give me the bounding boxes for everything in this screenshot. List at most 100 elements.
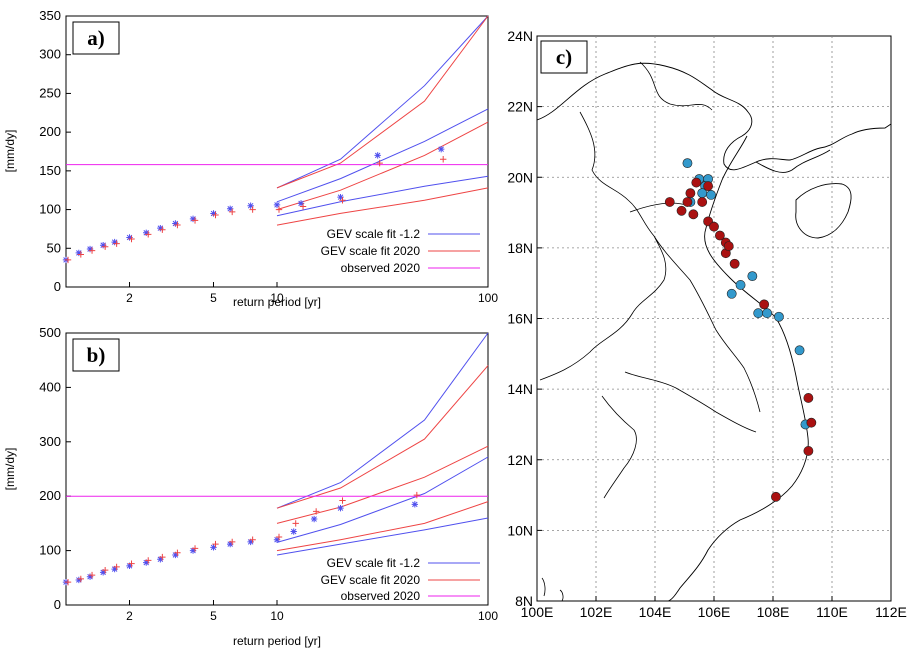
lon-tick-label: 106E — [698, 604, 731, 620]
data-point-plus — [249, 206, 256, 213]
data-point-star — [189, 547, 197, 554]
data-point-plus — [64, 256, 72, 264]
station-marker-red — [729, 258, 740, 269]
panel-a-marks — [62, 15, 489, 264]
panel-c-stations — [664, 158, 817, 502]
data-point-plus — [145, 231, 152, 238]
panel-c-lon-ticks: 100E 102E 104E 106E 108E 110E 112E — [521, 596, 907, 620]
gev-fit-line — [276, 187, 489, 226]
data-point-star — [75, 576, 83, 584]
station-marker-red — [803, 446, 814, 456]
data-point-plus — [339, 197, 346, 204]
station-marker-red — [709, 221, 719, 232]
panel-a-y-axis-label: [mm/dy] — [3, 130, 17, 173]
data-point-plus — [191, 545, 199, 552]
y-tick-label: 150 — [39, 163, 61, 178]
station-marker-blue — [762, 308, 772, 319]
data-point-plus — [275, 533, 283, 541]
data-point-star — [143, 229, 150, 236]
lon-tick-label: 108E — [757, 604, 790, 620]
data-point-star — [290, 528, 297, 535]
data-point-plus — [439, 156, 447, 163]
lat-tick-label: 24N — [507, 28, 533, 44]
data-point-star — [337, 504, 344, 512]
gev-fit-line — [276, 15, 489, 189]
data-point-plus — [228, 538, 236, 546]
legend-label-gev-minus-1-2: GEV scale fit -1.2 — [327, 227, 421, 241]
data-point-star — [210, 210, 217, 217]
x-tick-label: 2 — [126, 609, 133, 623]
data-point-star — [273, 536, 281, 543]
data-point-plus — [249, 536, 256, 543]
data-point-star — [157, 556, 164, 563]
station-marker-red — [685, 188, 696, 199]
y-tick-label: 400 — [39, 379, 61, 394]
y-tick-label: 500 — [39, 325, 61, 340]
data-point-star — [297, 200, 305, 207]
data-point-plus — [413, 491, 421, 499]
y-tick-label: 250 — [39, 85, 61, 100]
data-point-plus — [174, 221, 181, 229]
data-point-star — [337, 193, 344, 201]
data-point-plus — [191, 217, 199, 224]
data-point-plus — [299, 203, 307, 210]
panel-a-chart: 2 5 10 100 0 50 100 150 200 250 300 350 a) [mm/dy]… — [3, 8, 498, 309]
station-marker-blue — [735, 280, 746, 290]
station-marker-blue — [747, 271, 758, 282]
panel-a-plot-area — [65, 15, 489, 288]
data-point-plus — [101, 566, 109, 574]
panel-b-plot-area — [65, 332, 489, 606]
lon-tick-label: 104E — [639, 604, 672, 620]
lat-tick-label: 18N — [507, 240, 533, 256]
gev-fit-line — [276, 332, 489, 509]
data-point-plus — [128, 235, 135, 243]
data-point-plus — [292, 520, 299, 527]
station-marker-red — [703, 181, 713, 191]
y-tick-label: 350 — [39, 8, 61, 23]
data-point-plus — [113, 240, 120, 247]
panel-a-x-ticks: 2 5 10 100 — [126, 282, 498, 305]
data-point-star — [374, 152, 381, 159]
legend-label-gev-2020: GEV scale fit 2020 — [321, 244, 421, 258]
data-point-plus — [159, 553, 166, 561]
panel-c-graticule — [537, 36, 891, 601]
data-point-plus — [77, 251, 85, 258]
data-point-star — [247, 538, 254, 546]
data-point-plus — [275, 206, 283, 213]
x-tick-label: 10 — [270, 609, 284, 623]
y-tick-label: 0 — [54, 279, 61, 294]
data-point-plus — [101, 243, 109, 250]
x-tick-label: 100 — [478, 609, 498, 623]
data-point-plus — [88, 247, 96, 254]
data-point-star — [310, 515, 318, 523]
data-point-star — [226, 205, 234, 212]
southern-islands — [541, 577, 564, 601]
legend-label-observed-2020: observed 2020 — [341, 261, 421, 275]
station-marker-red — [682, 197, 693, 207]
y-tick-label: 0 — [54, 597, 61, 612]
station-marker-red — [806, 417, 817, 428]
data-point-plus — [128, 560, 135, 567]
station-marker-red — [697, 197, 708, 207]
y-tick-label: 300 — [39, 434, 61, 449]
data-point-star — [86, 573, 94, 580]
data-point-plus — [64, 578, 72, 586]
data-point-star — [189, 215, 197, 223]
data-point-plus — [339, 497, 346, 504]
lat-tick-label: 20N — [507, 169, 533, 185]
lat-tick-label: 22N — [507, 99, 533, 115]
lat-tick-label: 12N — [507, 452, 533, 468]
data-point-star — [172, 220, 179, 227]
gev-fit-line — [276, 15, 489, 189]
panel-b-tag-box — [72, 338, 120, 372]
panel-b-x-axis-label: return period [yr] — [233, 634, 321, 648]
panel-b-legend: GEV scale fit -1.2 GEV scale fit 2020 ob… — [321, 556, 480, 603]
data-point-star — [210, 544, 217, 551]
data-point-star — [86, 245, 94, 253]
x-tick-label: 100 — [478, 291, 498, 305]
station-marker-red — [759, 299, 770, 310]
data-point-star — [126, 234, 133, 241]
y-tick-label: 200 — [39, 124, 61, 139]
legend-label-observed-2020: observed 2020 — [341, 589, 421, 603]
